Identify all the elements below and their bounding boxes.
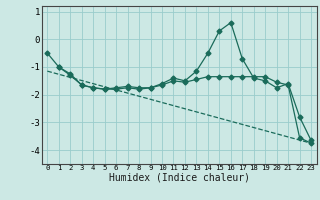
X-axis label: Humidex (Indice chaleur): Humidex (Indice chaleur): [109, 173, 250, 183]
